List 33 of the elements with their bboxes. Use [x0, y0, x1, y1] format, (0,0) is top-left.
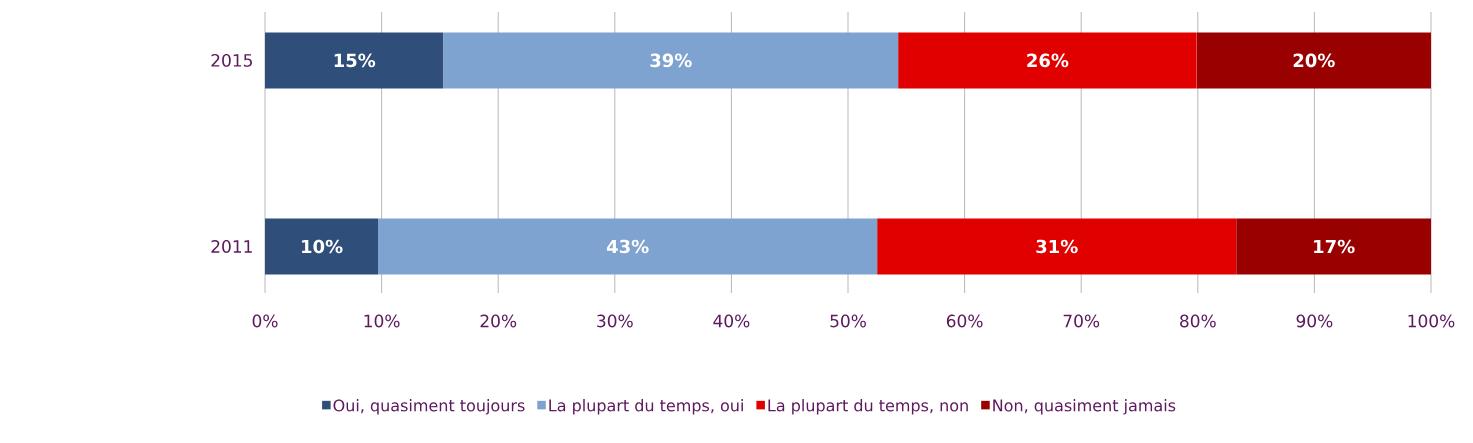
data-label: 31% — [1036, 239, 1078, 254]
bar — [1196, 32, 1431, 89]
data-label: 43% — [606, 239, 649, 254]
x-tick-label: 80% — [1180, 314, 1216, 328]
x-tick-label: 40% — [713, 314, 750, 328]
x-tick-label: 90% — [1296, 314, 1333, 328]
legend-label: La plupart du temps, non — [768, 399, 968, 415]
bar — [443, 32, 899, 89]
x-tick-label: 20% — [480, 314, 517, 328]
legend-label: Oui, quasiment toujours — [333, 399, 525, 415]
x-tick-label: 10% — [364, 314, 400, 328]
bar — [265, 218, 379, 275]
bar — [378, 218, 878, 275]
legend-label: Non, quasiment jamais — [993, 399, 1176, 415]
y-tick-label: 2015 — [211, 53, 252, 67]
bar — [877, 218, 1237, 275]
x-tick-label: 100% — [1408, 314, 1455, 328]
data-label: 39% — [650, 53, 692, 68]
x-tick-label: 30% — [597, 314, 633, 328]
bar — [265, 32, 444, 89]
x-tick-label: 0% — [252, 314, 278, 328]
data-label: 20% — [1293, 53, 1335, 68]
data-label: 15% — [334, 53, 376, 68]
x-tick-label: 60% — [946, 314, 983, 328]
x-tick-label: 50% — [830, 314, 866, 328]
x-tick-label: 70% — [1063, 314, 1100, 328]
data-label: 10% — [302, 239, 343, 254]
bar — [1236, 218, 1431, 275]
legend-label: La plupart du temps, oui — [549, 399, 743, 415]
data-label: 17% — [1314, 239, 1355, 254]
data-label: 26% — [1027, 53, 1069, 68]
bar — [898, 32, 1197, 89]
y-tick-label: 2011 — [211, 240, 252, 253]
